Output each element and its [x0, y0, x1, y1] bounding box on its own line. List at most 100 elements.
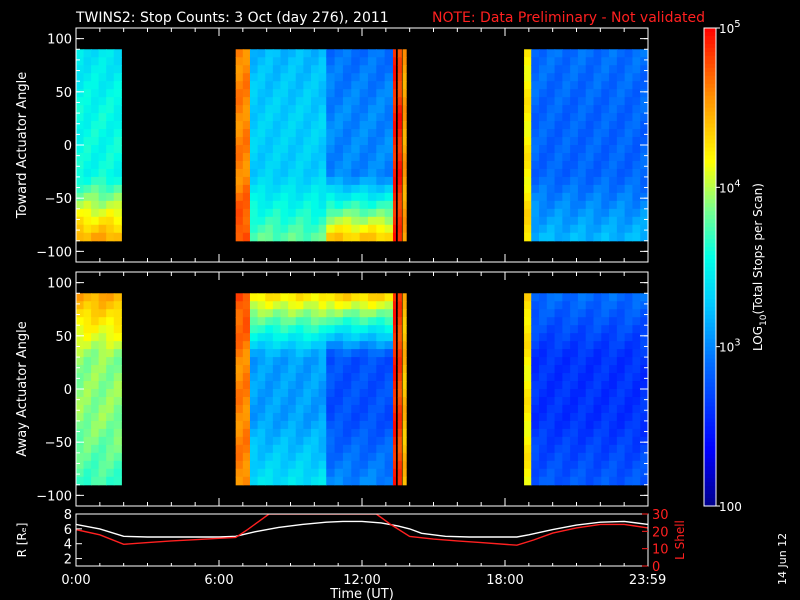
heatmap-cell [562, 57, 571, 66]
x-axis-label: Time (UT) [329, 587, 394, 600]
heatmap-cell [235, 444, 244, 454]
heatmap-cell [242, 333, 251, 342]
heatmap-cell [384, 232, 394, 242]
heatmap-cell [402, 389, 407, 398]
heatmap-cell [640, 129, 649, 138]
heatmap-cell [265, 176, 274, 186]
heatmap-cell [91, 444, 100, 454]
heatmap-cell [342, 200, 352, 210]
heatmap-cell [334, 97, 344, 106]
heatmap-cell [384, 412, 394, 422]
heatmap-cell [272, 428, 282, 438]
heatmap-cell [376, 89, 386, 98]
colorbar-step [704, 330, 716, 336]
heatmap-cell [609, 325, 618, 334]
heatmap-cell [318, 468, 327, 478]
heatmap-cell [562, 357, 571, 366]
heatmap-cell [562, 113, 571, 122]
heatmap-cell [303, 208, 312, 218]
heatmap-cell [98, 49, 107, 58]
heatmap-cell [334, 349, 344, 358]
heatmap-cell [235, 97, 244, 106]
heatmap-cell [402, 333, 407, 342]
heatmap-cell [392, 121, 396, 130]
heatmap-cell [342, 341, 352, 350]
heatmap-cell [397, 476, 402, 486]
heatmap-cell [295, 168, 304, 178]
heatmap-cell [609, 89, 618, 98]
y-axis-label: Toward Actuator Angle [15, 72, 30, 219]
heatmap-cell [397, 317, 402, 326]
heatmap-cell [367, 232, 377, 242]
heatmap-cell [384, 152, 394, 162]
heatmap-cell [585, 381, 595, 390]
heatmap-cell [524, 129, 532, 138]
heatmap-cell [351, 105, 361, 114]
heatmap-cell [402, 373, 407, 382]
heatmap-cell [554, 49, 563, 58]
heatmap-segment [402, 293, 407, 486]
heatmap-cell [334, 113, 344, 122]
heatmap-cell [546, 216, 556, 226]
heatmap-cell [402, 309, 407, 318]
heatmap-cell [392, 168, 396, 178]
heatmap-cell [384, 65, 394, 74]
heatmap-cell [601, 381, 610, 390]
heatmap-cell [609, 452, 618, 462]
heatmap-cell [351, 73, 361, 82]
heatmap-cell [570, 349, 579, 358]
heatmap-cell [342, 444, 352, 454]
heatmap-cell [280, 97, 289, 106]
heatmap-cell [318, 168, 327, 178]
heatmap-cell [601, 216, 610, 226]
heatmap-cell [524, 444, 532, 454]
heatmap-cell [235, 325, 244, 334]
heatmap-cell [392, 73, 396, 82]
heatmap-cell [351, 396, 361, 406]
heatmap-segment [531, 49, 649, 242]
heatmap-cell [570, 460, 579, 470]
heatmap-cell [384, 57, 394, 66]
heatmap-cell [640, 420, 649, 430]
heatmap-cell [318, 200, 327, 210]
heatmap-cell [113, 65, 122, 74]
heatmap-cell [384, 208, 394, 218]
heatmap-cell [632, 145, 641, 154]
heatmap-cell [593, 65, 602, 74]
heatmap-cell [616, 160, 626, 170]
heatmap-cell [76, 428, 85, 438]
heatmap-cell [539, 200, 548, 210]
heatmap-cell [318, 317, 327, 326]
heatmap-cell [288, 404, 297, 414]
heatmap-cell [632, 57, 641, 66]
heatmap-cell [288, 468, 297, 478]
heatmap-cell [295, 232, 304, 242]
heatmap-cell [640, 121, 649, 130]
heatmap-cell [562, 381, 571, 390]
heatmap-cell [359, 293, 369, 302]
colorbar-step [704, 422, 716, 427]
heatmap-cell [359, 365, 369, 374]
heatmap-cell [76, 444, 85, 454]
heatmap-cell [342, 396, 352, 406]
heatmap-cell [539, 309, 548, 318]
heatmap-cell [326, 113, 336, 122]
heatmap-cell [98, 73, 107, 82]
colorbar-step [704, 67, 716, 73]
heatmap-cell [113, 373, 122, 382]
heatmap-cell [640, 341, 649, 350]
heatmap-cell [384, 452, 394, 462]
heatmap-cell [249, 452, 259, 462]
heatmap-cell [539, 81, 548, 90]
heatmap-cell [397, 309, 402, 318]
heatmap-cell [334, 436, 344, 446]
heatmap-cell [257, 97, 266, 106]
heatmap-cell [577, 309, 587, 318]
heatmap-cell [601, 73, 610, 82]
heatmap-cell [288, 97, 297, 106]
heatmap-cell [624, 341, 634, 350]
heatmap-cell [76, 184, 85, 194]
heatmap-cell [91, 65, 100, 74]
heatmap-cell [524, 208, 532, 218]
heatmap-cell [402, 341, 407, 350]
